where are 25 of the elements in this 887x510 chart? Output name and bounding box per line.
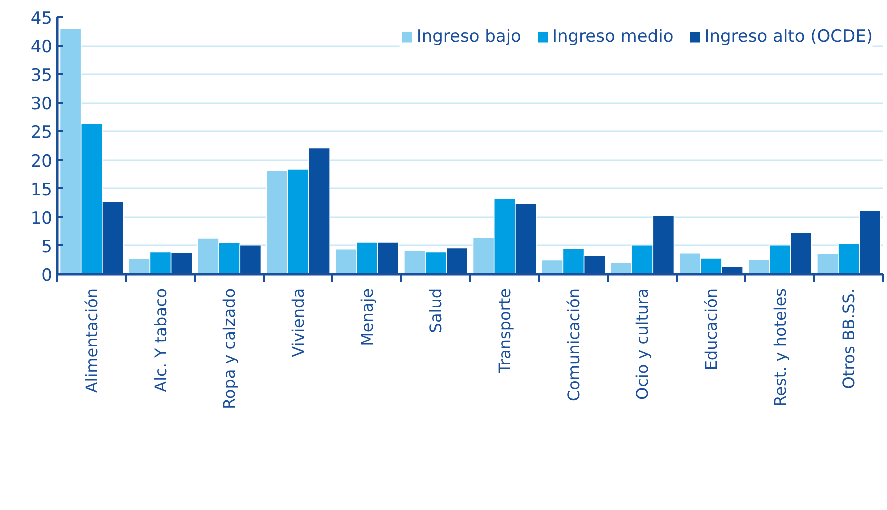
x-tick-label: Ocio y cultura <box>633 288 652 400</box>
x-tick-label: Vivienda <box>288 288 308 358</box>
y-tick-label: 30 <box>30 94 53 115</box>
x-tick-label: Ropa y calzado <box>220 288 240 410</box>
y-tick-label: 10 <box>30 208 53 229</box>
y-tick-label: 40 <box>30 38 53 58</box>
x-tick-label: Transporte <box>495 288 514 374</box>
x-tick-label: Salud <box>426 288 446 334</box>
x-tick-label: Alimentación <box>82 288 102 394</box>
x-tick-label: Rest. y hoteles <box>770 288 790 407</box>
x-tick-label: Alc. Y tabaco <box>151 288 170 392</box>
x-tick-label: Otros BB.SS. <box>840 288 859 390</box>
y-tick-label: 20 <box>30 152 53 172</box>
x-tick-label: Educación <box>702 288 721 371</box>
y-tick-label: 15 <box>30 180 53 200</box>
y-tick-label: 35 <box>30 66 53 86</box>
y-tick-label: 45 <box>30 9 53 29</box>
legend-label: Ingreso bajo <box>416 27 522 47</box>
legend-label: Ingreso medio <box>552 27 674 47</box>
y-tick-label: 25 <box>30 123 53 144</box>
y-tick-label: 5 <box>42 237 53 258</box>
legend-label: Ingreso alto (OCDE) <box>704 27 873 47</box>
x-tick-label: Comunicación <box>564 288 584 402</box>
x-tick-label: Menaje <box>358 288 377 346</box>
y-tick-label: 0 <box>42 266 53 286</box>
